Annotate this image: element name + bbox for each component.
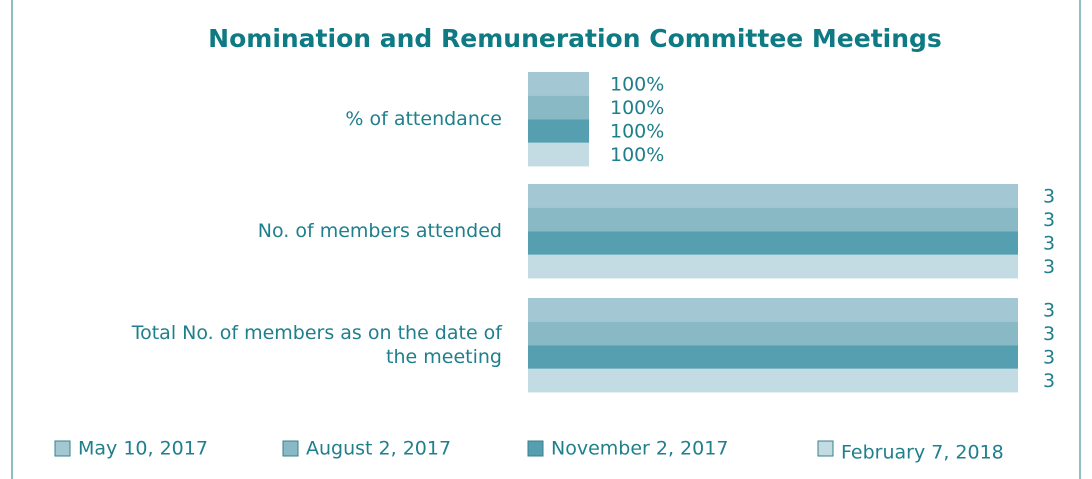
- bar: [528, 321, 1018, 346]
- category-label: No. of members attended: [257, 220, 502, 243]
- bar: [528, 345, 1018, 369]
- bar: [528, 254, 1018, 279]
- value-label: 3: [1043, 256, 1055, 278]
- legend-swatch: [282, 440, 299, 457]
- value-label: 3: [1043, 185, 1055, 207]
- legend-label: August 2, 2017: [306, 438, 451, 460]
- chart-title: Nomination and Remuneration Committee Me…: [208, 24, 942, 53]
- value-label: 3: [1043, 323, 1055, 345]
- legend-swatch: [527, 440, 544, 457]
- category-label: % of attendance: [345, 108, 502, 131]
- value-label: 100%: [610, 121, 664, 143]
- bar: [528, 142, 589, 167]
- bar: [528, 95, 589, 120]
- value-label: 100%: [610, 73, 664, 95]
- category-label: Total No. of members as on the date of t…: [131, 322, 502, 369]
- value-label: 3: [1043, 233, 1055, 255]
- bar: [528, 184, 1018, 208]
- legend-label: February 7, 2018: [841, 442, 1004, 464]
- bar: [528, 207, 1018, 232]
- legend-swatch: [817, 440, 834, 457]
- legend-swatch: [54, 440, 71, 457]
- value-label: 3: [1043, 347, 1055, 369]
- value-label: 3: [1043, 209, 1055, 231]
- bar: [528, 298, 1018, 322]
- bar: [528, 119, 589, 143]
- value-label: 100%: [610, 97, 664, 119]
- legend-label: November 2, 2017: [551, 438, 728, 460]
- value-label: 3: [1043, 299, 1055, 321]
- bar: [528, 72, 589, 96]
- bar: [528, 231, 1018, 255]
- value-label: 3: [1043, 370, 1055, 392]
- legend-label: May 10, 2017: [78, 438, 208, 460]
- bar: [528, 368, 1018, 393]
- value-label: 100%: [610, 144, 664, 166]
